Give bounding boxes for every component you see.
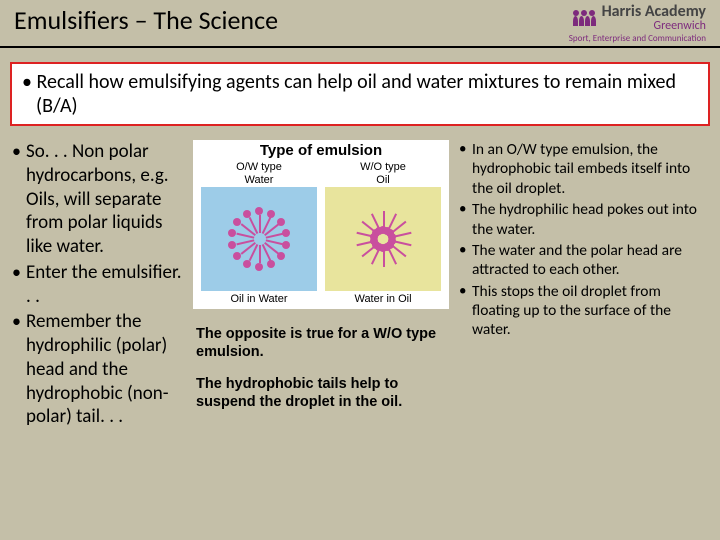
- logo-tag: Sport, Enterprise and Communication: [569, 33, 706, 44]
- logo: Harris Academy Greenwich Sport, Enterpri…: [569, 2, 706, 44]
- ow-diagram-box: [201, 187, 317, 291]
- diagram-title: Type of emulsion: [197, 142, 445, 159]
- left-column: So. . . Non polar hydrocarbons, e.g. Oil…: [8, 140, 186, 431]
- right-column: In an O/W type emulsion, the hydrophobic…: [456, 140, 710, 431]
- ow-caption: Oil in Water: [197, 293, 321, 305]
- list-item: So. . . Non polar hydrocarbons, e.g. Oil…: [8, 140, 186, 259]
- list-item: Remember the hydrophilic (polar) head an…: [8, 310, 186, 429]
- wo-caption: Water in Oil: [321, 293, 445, 305]
- list-item: The hydrophilic head pokes out into the …: [456, 200, 710, 239]
- divider: [0, 46, 720, 48]
- wo-diagram-box: [325, 187, 441, 291]
- wo-type-label: W/O type: [321, 161, 445, 173]
- main-content: So. . . Non polar hydrocarbons, e.g. Oil…: [0, 136, 720, 439]
- ow-type-label: O/W type: [197, 161, 321, 173]
- list-item: The water and the polar head are attract…: [456, 241, 710, 280]
- middle-column: Type of emulsion O/W type Water Oil in W…: [190, 140, 452, 431]
- crown-icon: [573, 10, 596, 25]
- emulsion-diagram: Type of emulsion O/W type Water Oil in W…: [193, 140, 449, 309]
- slide-header: Emulsifiers – The Science Harris Academy…: [0, 0, 720, 46]
- list-item: This stops the oil droplet from floating…: [456, 282, 710, 340]
- mid-text-2: The hydrophobic tails help to suspend th…: [190, 375, 452, 411]
- list-item: In an O/W type emulsion, the hydrophobic…: [456, 140, 710, 198]
- ow-medium-label: Water: [197, 174, 321, 186]
- callout-text: • Recall how emulsifying agents can help…: [36, 70, 698, 118]
- wo-medium-label: Oil: [321, 174, 445, 186]
- callout-box: • Recall how emulsifying agents can help…: [10, 62, 710, 126]
- logo-sub: Greenwich: [602, 19, 706, 33]
- mid-text-1: The opposite is true for a W/O type emul…: [190, 325, 452, 361]
- slide-title: Emulsifiers – The Science: [14, 4, 569, 36]
- list-item: Enter the emulsifier. . .: [8, 261, 186, 309]
